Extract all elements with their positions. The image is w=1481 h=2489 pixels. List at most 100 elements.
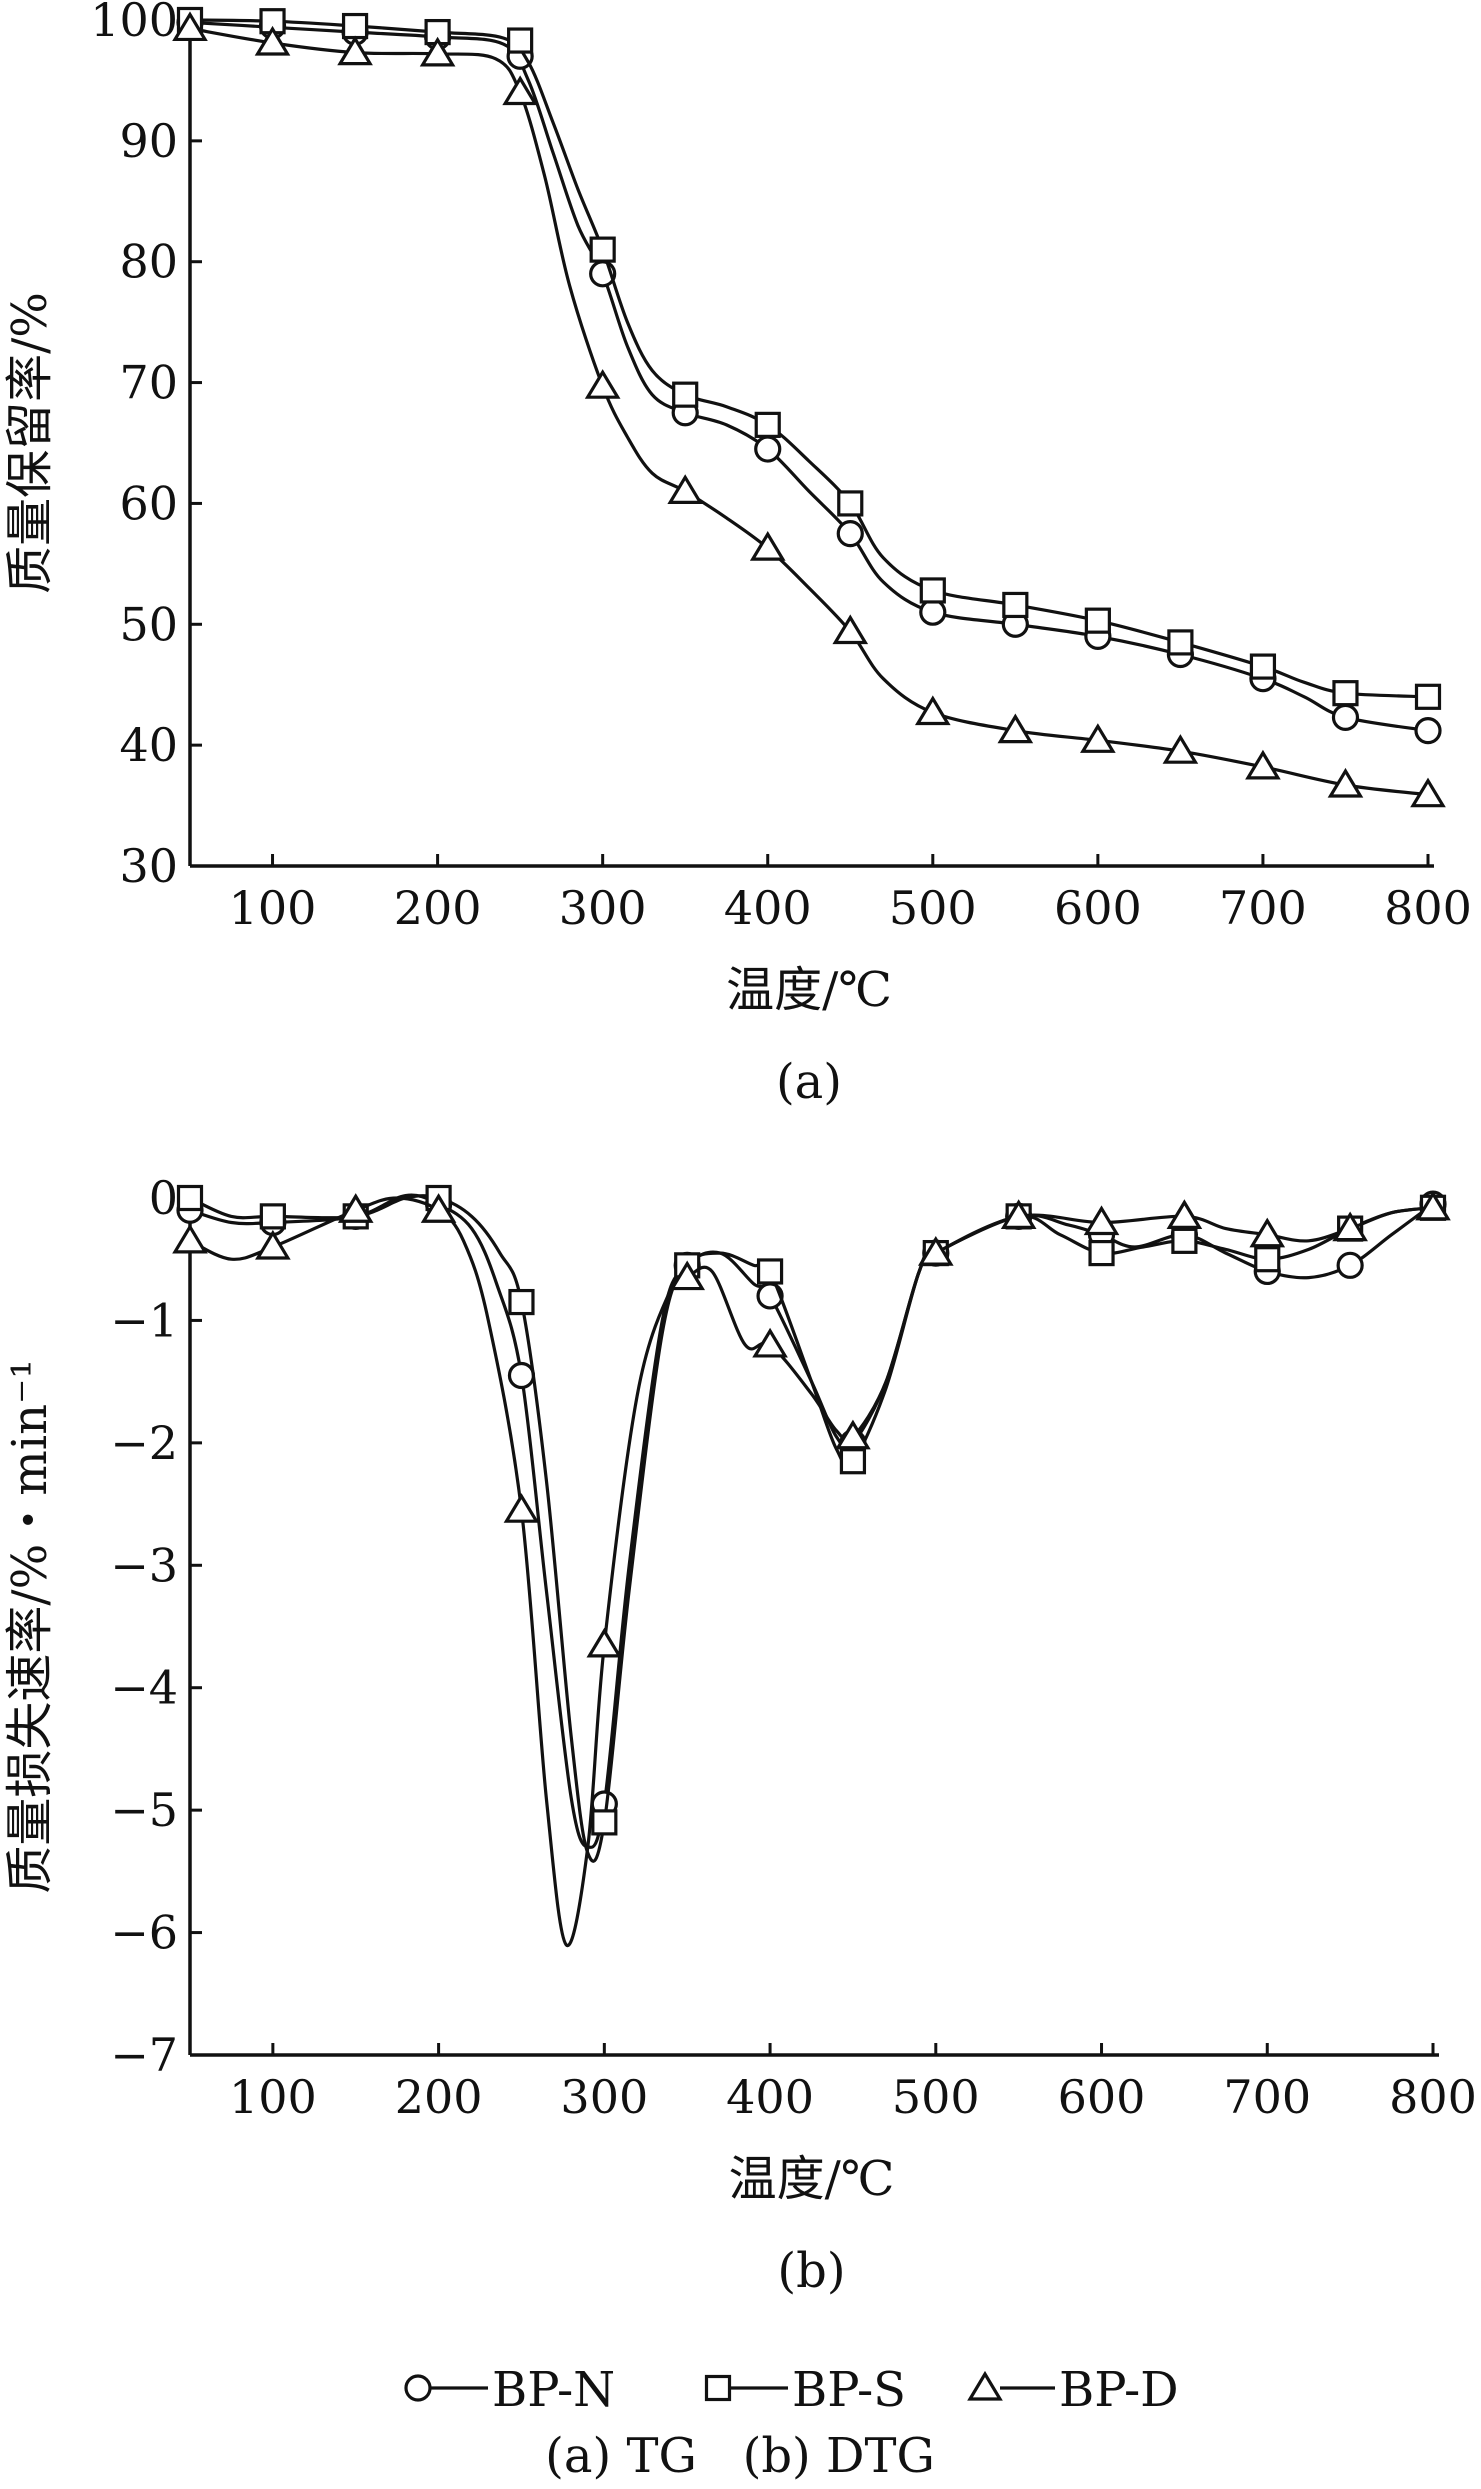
series-line-bp-d [189,1196,1434,1948]
data-point-bp-s [672,381,699,408]
y-tick-label: −1 [110,1293,178,1347]
data-point-bp-d [1410,777,1446,808]
x-tick-label: 700 [1223,2070,1311,2124]
y-tick-label: 100 [90,0,178,47]
data-point-bp-n [754,435,782,463]
y-tick-label: 30 [119,839,178,893]
data-point-bp-s [754,411,781,438]
y-axis-title: 质量保留率/% [2,292,58,594]
x-axis-title: 温度/℃ [729,2151,895,2207]
data-point-bp-s [508,1288,535,1316]
data-point-bp-d [255,1229,291,1260]
x-tick-label: 600 [1058,2070,1146,2124]
data-point-bp-n [919,598,947,626]
x-tick-label: 200 [395,2070,483,2124]
data-point-bp-n [1331,703,1360,731]
data-point-bp-s [591,1809,618,1836]
series-line-bp-s [189,18,1429,699]
x-tick-label: 100 [229,2070,317,2124]
series-line-bp-n [189,20,1429,733]
data-point-bp-d [586,1627,623,1658]
y-tick-label: 70 [119,356,178,410]
data-point-bp-n [1414,717,1442,745]
legend-marker-bp-n [404,2374,432,2402]
legend-item-bp-n: BP-N [404,2362,615,2418]
data-point-bp-d [1415,1190,1451,1221]
x-tick-label: 400 [724,881,812,935]
series-line-bp-s [189,1194,1434,1863]
data-point-bp-d [1000,1199,1037,1229]
legend-label: BP-N [492,2362,615,2418]
y-tick-label: −4 [110,1661,178,1715]
x-tick-label: 300 [560,2070,648,2124]
series-line-bp-n [189,1193,1434,1849]
data-point-bp-s [1414,683,1442,710]
data-point-bp-s [1171,1227,1198,1254]
chart-panel-b: 100 200 300 400 500 600 700 800 0 −1 −2 −3 −4 −5 −6 −7 温… [2,1171,1477,2299]
data-point-bp-s [1084,607,1111,634]
data-point-bp-s [837,490,864,517]
x-tick-label: 200 [394,881,482,935]
data-point-bp-d [917,1235,954,1266]
y-tick-label: −5 [110,1783,178,1837]
data-point-bp-s [259,1203,286,1230]
series-bp-d [172,11,1446,808]
data-point-bp-d [1083,1205,1120,1236]
data-point-bp-d [172,11,208,42]
data-point-bp-d [749,531,786,561]
legend-label: BP-D [1059,2362,1179,2418]
data-point-bp-n [1336,1251,1364,1279]
data-point-bp-s [341,12,369,40]
data-point-bp-s [176,1184,204,1212]
data-point-bp-n [836,520,864,548]
data-point-bp-d [832,614,869,645]
x-tick-label: 500 [892,2070,980,2124]
data-point-bp-s [756,1258,784,1285]
legend-item-bp-s: BP-S [704,2362,906,2418]
data-point-bp-s [1002,591,1029,619]
x-tick-label: 300 [559,881,647,935]
data-point-bp-s [1167,629,1194,656]
data-point-bp-d [1080,723,1116,753]
data-point-bp-d [172,1223,208,1254]
data-point-bp-d [1332,1211,1368,1242]
y-tick-label: 90 [119,114,178,168]
series-line-bp-d [189,26,1429,797]
data-point-bp-d [254,25,291,56]
data-point-bp-s [1332,680,1359,707]
x-tick-label: 500 [889,881,977,935]
data-point-bp-s [839,1448,867,1475]
y-tick-label: 60 [119,476,178,530]
y-tick-label: 50 [119,597,178,651]
y-tick-label: −2 [110,1416,178,1470]
data-point-bp-s [1088,1239,1115,1267]
series-bp-s [176,6,1442,710]
data-point-bp-s [1254,1246,1281,1273]
x-tick-label: 800 [1389,2070,1477,2124]
data-point-bp-d [1245,749,1281,780]
data-point-bp-d [337,1193,374,1223]
series-bp-n [176,1190,1447,1849]
x-axis-title: 温度/℃ [726,962,892,1018]
series-bp-n [176,8,1442,745]
data-point-bp-d [1162,734,1199,764]
data-point-bp-d [667,474,704,504]
data-point-bp-d [914,695,951,726]
y-tick-label: 80 [119,235,178,289]
x-tick-label: 600 [1054,881,1142,935]
panel-label: (b) [777,2243,845,2299]
data-point-bp-d [752,1327,788,1358]
x-tick-label: 800 [1384,881,1472,935]
x-tick-label: 100 [229,881,317,935]
y-tick-label: −6 [110,1906,178,1960]
x-tick-label: 700 [1219,881,1307,935]
chart-panel-a: 100 200 300 400 500 600 700 800 30 40 50 60 70 80 90 10… [2,0,1472,1110]
data-point-bp-d [997,713,1034,744]
y-tick-label: 40 [119,718,178,772]
x-tick-label: 400 [726,2070,814,2124]
y-tick-label: −3 [110,1538,178,1592]
data-point-bp-d [1166,1199,1203,1229]
legend-marker-bp-s [704,2374,732,2402]
y-tick-label: 0 [149,1171,178,1225]
